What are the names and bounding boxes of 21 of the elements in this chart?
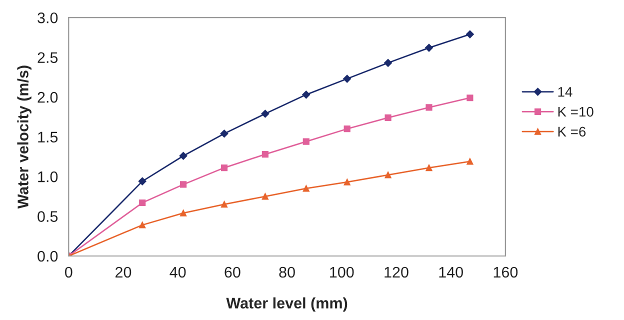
legend-label: K =10 <box>558 106 594 117</box>
y-axis-title: Water velocity (m/s) <box>17 66 32 209</box>
x-tick-label: 20 <box>116 266 132 278</box>
y-tick-label: 1.0 <box>38 171 58 182</box>
x-tick-label: 0 <box>64 266 72 278</box>
y-tick-label: 0.5 <box>38 211 58 222</box>
x-tick-label: 140 <box>439 266 463 278</box>
x-tick-label: 60 <box>224 266 240 278</box>
y-tick-label: 3.0 <box>38 12 58 24</box>
x-tick-label: 40 <box>170 266 186 278</box>
y-tick-label: 2.0 <box>38 92 58 103</box>
y-tick-label: 0.0 <box>38 250 58 262</box>
x-tick-label: 160 <box>494 266 518 278</box>
x-tick-label: 80 <box>279 266 295 278</box>
legend-label: 14 <box>558 87 572 97</box>
y-tick-label: 1.5 <box>38 132 58 142</box>
x-tick-label: 120 <box>384 266 408 278</box>
x-axis-title: Water level (mm) <box>226 297 348 312</box>
legend-label: K =6 <box>558 126 586 137</box>
y-tick-label: 2.5 <box>38 52 58 64</box>
x-tick-label: 100 <box>330 266 354 278</box>
